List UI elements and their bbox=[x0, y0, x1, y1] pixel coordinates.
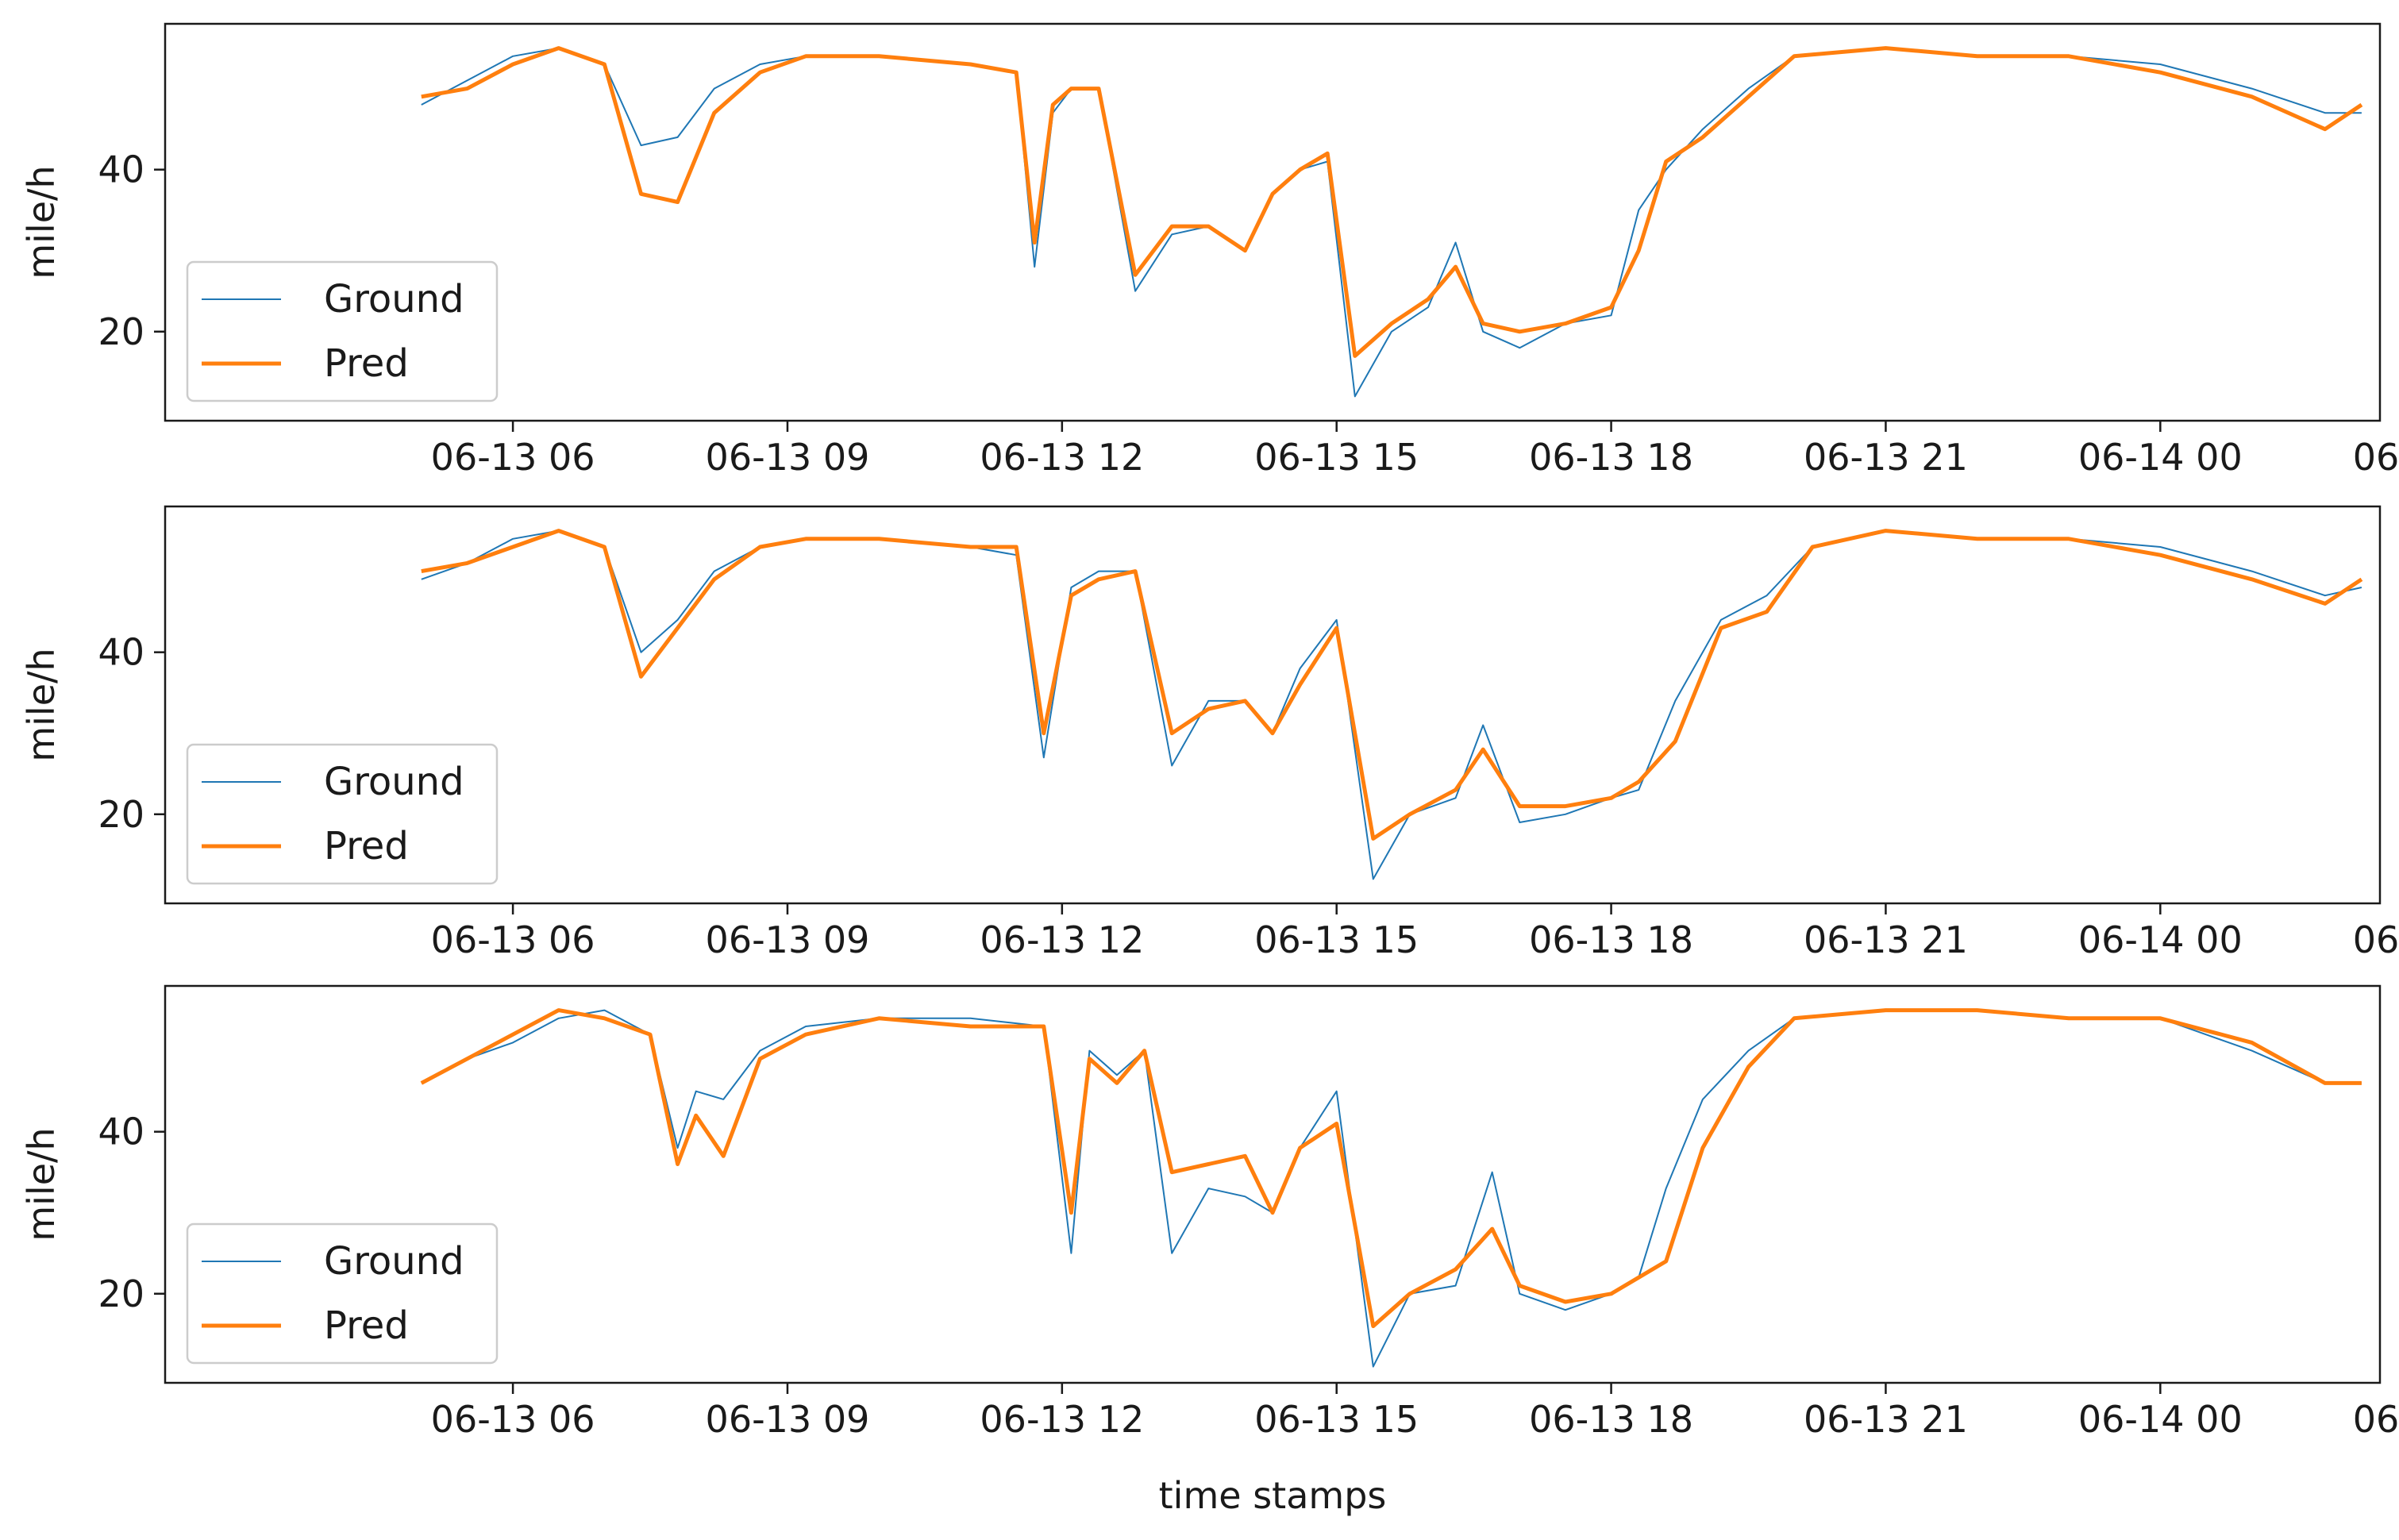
x-tick-label: 06-13 15 bbox=[1254, 436, 1419, 479]
x-tick-label: 06-13 12 bbox=[980, 918, 1144, 961]
x-tick-label: 06-13 18 bbox=[1529, 918, 1693, 961]
x-tick-label: 06-13 09 bbox=[706, 918, 870, 961]
legend-box bbox=[186, 743, 499, 885]
y-tick-label: 40 bbox=[98, 148, 144, 191]
x-tick-label: 06-13 12 bbox=[980, 436, 1144, 479]
x-axis-ticks: 06-13 06 06-13 09 06-13 12 06-13 15 06-13 18… bbox=[431, 421, 2399, 479]
x-tick-label: 06-13 21 bbox=[1804, 918, 1968, 961]
legend: Ground Pred bbox=[186, 743, 499, 885]
legend-label-pred: Pred bbox=[324, 1303, 409, 1348]
x-tick-label: 06-13 21 bbox=[1804, 436, 1968, 479]
series-layer bbox=[421, 46, 2363, 398]
x-tick-label: 06-14 03 bbox=[2353, 436, 2399, 479]
x-tick-label: 06-14 03 bbox=[2353, 1398, 2399, 1441]
legend-label-pred: Pred bbox=[324, 341, 409, 386]
legend-box bbox=[186, 1222, 499, 1365]
x-tick-label: 06-13 21 bbox=[1804, 1398, 1968, 1441]
y-tick-label: 40 bbox=[98, 1111, 144, 1153]
x-axis-label: time stamps bbox=[1159, 1474, 1387, 1517]
legend-label-ground: Ground bbox=[324, 277, 464, 321]
x-tick-label: 06-14 00 bbox=[2078, 918, 2243, 961]
y-axis-label: mile/h bbox=[20, 1127, 63, 1241]
y-tick-label: 40 bbox=[98, 631, 144, 674]
x-tick-label: 06-13 18 bbox=[1529, 1398, 1693, 1441]
series-line-pred bbox=[421, 46, 2363, 358]
x-tick-label: 06-13 06 bbox=[431, 918, 595, 961]
subplot-2: 06-13 06 06-13 09 06-13 12 06-13 15 06-13 18… bbox=[20, 505, 2399, 961]
y-tick-label: 20 bbox=[98, 1272, 144, 1315]
x-tick-label: 06-13 09 bbox=[706, 436, 870, 479]
x-axis-ticks: 06-13 06 06-13 09 06-13 12 06-13 15 06-13 18… bbox=[431, 1383, 2399, 1441]
x-tick-label: 06-13 06 bbox=[431, 1398, 595, 1441]
x-tick-label: 06-14 03 bbox=[2353, 918, 2399, 961]
series-layer bbox=[421, 529, 2363, 880]
x-tick-label: 06-14 00 bbox=[2078, 436, 2243, 479]
series-line-pred bbox=[421, 529, 2363, 841]
legend-box bbox=[186, 260, 499, 402]
x-tick-label: 06-13 09 bbox=[706, 1398, 870, 1441]
x-axis-ticks: 06-13 06 06-13 09 06-13 12 06-13 15 06-13 18… bbox=[431, 903, 2399, 961]
x-tick-label: 06-13 06 bbox=[431, 436, 595, 479]
y-axis-label: mile/h bbox=[20, 165, 63, 279]
x-tick-label: 06-14 00 bbox=[2078, 1398, 2243, 1441]
series-layer bbox=[420, 1008, 2362, 1368]
x-tick-label: 06-13 15 bbox=[1254, 1398, 1419, 1441]
subplot-3: 06-13 06 06-13 09 06-13 12 06-13 15 06-13 18… bbox=[20, 984, 2399, 1517]
x-tick-label: 06-13 15 bbox=[1254, 918, 1419, 961]
y-tick-label: 20 bbox=[98, 793, 144, 836]
y-axis-label: mile/h bbox=[20, 648, 63, 761]
x-tick-label: 06-13 12 bbox=[980, 1398, 1144, 1441]
plot-area-frame bbox=[164, 22, 2382, 422]
legend-label-ground: Ground bbox=[324, 1239, 464, 1284]
legend: Ground Pred bbox=[186, 1222, 499, 1365]
subplot-1: 06-13 06 06-13 09 06-13 12 06-13 15 06-13 18… bbox=[20, 22, 2399, 479]
y-tick-label: 20 bbox=[98, 310, 144, 353]
legend-label-ground: Ground bbox=[324, 760, 464, 804]
legend: Ground Pred bbox=[186, 260, 499, 402]
series-line-pred bbox=[420, 1008, 2362, 1329]
plot-area-frame bbox=[164, 505, 2382, 905]
x-tick-label: 06-13 18 bbox=[1529, 436, 1693, 479]
plot-area-frame bbox=[164, 984, 2382, 1384]
legend-label-pred: Pred bbox=[324, 824, 409, 868]
